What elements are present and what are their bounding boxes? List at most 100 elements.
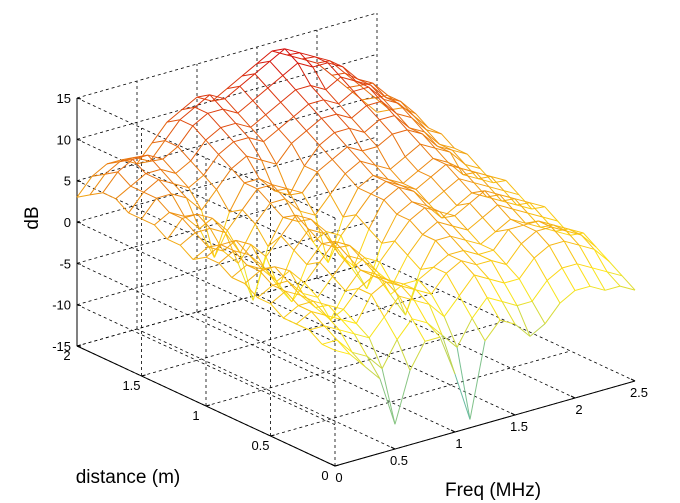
surface-edge xyxy=(162,158,177,174)
surface-edge xyxy=(233,137,249,143)
surface-edge xyxy=(151,121,168,144)
surface-edge xyxy=(366,356,381,380)
surface-edge xyxy=(591,267,606,291)
surface-edge xyxy=(564,240,580,246)
surface-edge xyxy=(287,280,301,296)
surface-edge xyxy=(381,213,398,244)
surface-edge xyxy=(443,316,458,348)
surface-edge xyxy=(456,347,471,420)
surface-edge xyxy=(576,263,591,287)
surface-edge xyxy=(419,143,434,159)
surface-edge xyxy=(332,276,346,292)
surface-edge xyxy=(76,194,90,198)
surface-edge xyxy=(173,183,189,189)
surface-edge xyxy=(288,165,305,196)
surface-edge xyxy=(192,112,209,127)
surface-edge xyxy=(321,117,335,133)
surface-edge xyxy=(201,210,215,258)
z-tick-label: 15 xyxy=(57,91,71,106)
tick-mark xyxy=(205,404,211,407)
surface-edge xyxy=(338,103,352,119)
tick-mark xyxy=(76,345,82,348)
grid-line xyxy=(76,95,378,182)
surface-edge xyxy=(141,197,157,220)
surface-edge xyxy=(495,218,511,233)
surface-edge xyxy=(523,220,539,226)
surface-edge xyxy=(355,294,372,324)
surface-edge xyxy=(190,139,207,162)
surface-edge xyxy=(523,224,537,232)
surface-edge xyxy=(454,215,468,231)
surface-edge xyxy=(91,173,105,177)
surface-edge xyxy=(549,240,565,246)
surface-edge xyxy=(402,170,419,184)
surface-edge xyxy=(473,182,490,188)
surface-edge xyxy=(308,228,325,234)
surface-edge xyxy=(434,147,449,163)
surface-edge xyxy=(420,143,436,149)
surface-edge xyxy=(458,178,475,184)
surface-edge xyxy=(250,244,267,258)
surface-edge xyxy=(239,85,254,101)
surface-edge xyxy=(364,119,380,133)
surface-edge xyxy=(254,73,269,89)
surface-edge xyxy=(368,316,385,339)
tick-mark xyxy=(76,221,82,224)
surface-edge xyxy=(244,182,258,190)
surface-edge xyxy=(398,103,412,118)
surface-edge xyxy=(346,84,360,89)
surface-edge xyxy=(460,260,475,276)
surface-edge xyxy=(241,209,256,225)
surface-edge xyxy=(298,305,312,312)
surface-edge xyxy=(304,282,318,298)
surface-edge xyxy=(166,119,180,123)
surface-edge xyxy=(179,232,196,246)
surface-edge xyxy=(366,100,382,107)
surface-edge xyxy=(280,214,297,237)
surface-edge xyxy=(304,165,318,173)
surface-edge xyxy=(407,254,421,270)
surface-edge xyxy=(450,235,466,241)
surface-edge xyxy=(340,76,354,92)
tick-mark xyxy=(390,446,396,450)
surface-edge xyxy=(314,56,329,64)
surface-edge xyxy=(194,232,209,248)
surface-edge xyxy=(224,98,239,114)
surface-edge xyxy=(301,56,315,60)
surface-edge xyxy=(619,285,636,291)
surface-edge xyxy=(390,294,406,316)
grid-line xyxy=(76,12,378,99)
surface-edge xyxy=(441,334,458,348)
x-tick-label: 2 xyxy=(575,402,582,417)
surface-edge xyxy=(313,300,327,316)
surface-edge xyxy=(465,239,481,245)
surface-edge xyxy=(531,280,548,302)
surface-edge xyxy=(235,122,251,128)
surface-edge xyxy=(392,254,409,285)
surface-edge xyxy=(403,279,419,285)
surface-edge xyxy=(265,235,282,257)
surface-edge xyxy=(328,304,342,320)
surface-edge xyxy=(514,323,531,337)
z-tick-label: -15 xyxy=(52,339,71,354)
surface-edge xyxy=(272,184,288,190)
surface-edge xyxy=(435,235,451,241)
surface-edge xyxy=(373,275,387,283)
surface-edge xyxy=(593,249,608,273)
surface-edge xyxy=(164,119,181,141)
surface-edge xyxy=(533,245,550,259)
surface-edge xyxy=(235,122,249,138)
surface-edge xyxy=(396,339,411,371)
surface-edge xyxy=(355,80,369,88)
surface-edge xyxy=(428,304,443,336)
surface-edge xyxy=(196,213,211,229)
surface-edge xyxy=(344,72,361,86)
surface-edge xyxy=(256,60,270,64)
surface-edge xyxy=(486,196,502,202)
surface-edge xyxy=(311,311,327,316)
surface-edge xyxy=(376,109,390,113)
surface-edge xyxy=(309,325,325,331)
surface-edge xyxy=(505,180,520,196)
surface-edge xyxy=(399,295,415,301)
